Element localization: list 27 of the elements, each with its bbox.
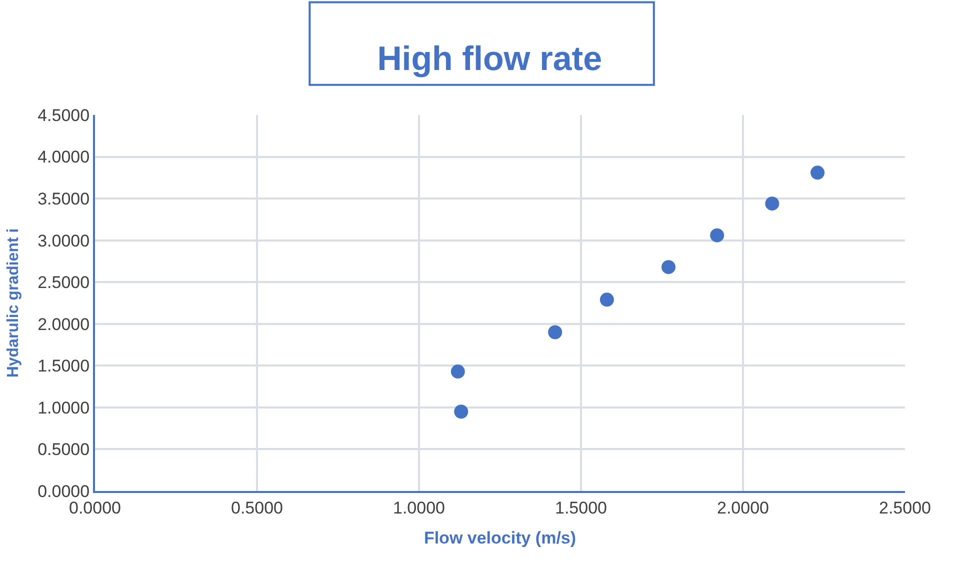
point bbox=[548, 325, 562, 340]
y-tick-label: 2.5000 bbox=[38, 273, 90, 292]
x-tick-label: 1.5000 bbox=[555, 498, 607, 518]
point bbox=[710, 228, 724, 242]
point bbox=[765, 196, 780, 211]
point bbox=[450, 364, 465, 379]
y-tick-label: 1.5000 bbox=[38, 356, 90, 376]
y-tick-label: 2.0000 bbox=[38, 314, 90, 334]
point bbox=[454, 404, 468, 419]
x-tick-label: 2.0000 bbox=[717, 498, 769, 518]
y-tick-label: 4.0000 bbox=[38, 148, 90, 167]
y-axis-title: Hydarulic gradient i bbox=[5, 228, 22, 378]
x-tick-label: 1.0000 bbox=[393, 498, 445, 518]
y-tick-label: 3.0000 bbox=[38, 231, 90, 250]
y-tick-label: 1.0000 bbox=[38, 398, 90, 418]
x-tick-label: 0.0000 bbox=[69, 498, 121, 518]
point bbox=[600, 292, 614, 307]
y-tick-label: 0.0000 bbox=[38, 482, 90, 501]
point bbox=[810, 166, 825, 180]
y-tick-label: 0.5000 bbox=[38, 440, 90, 460]
y-tick-label: 4.5000 bbox=[38, 106, 90, 125]
x-tick-label: 0.5000 bbox=[231, 498, 283, 518]
y-tick-label: 3.5000 bbox=[38, 190, 90, 209]
point bbox=[661, 260, 676, 274]
x-axis-title: Flow velocity (m/s) bbox=[424, 528, 576, 548]
chart-title: High flow rate bbox=[377, 40, 602, 78]
x-tick-label: 2.5000 bbox=[879, 498, 931, 518]
